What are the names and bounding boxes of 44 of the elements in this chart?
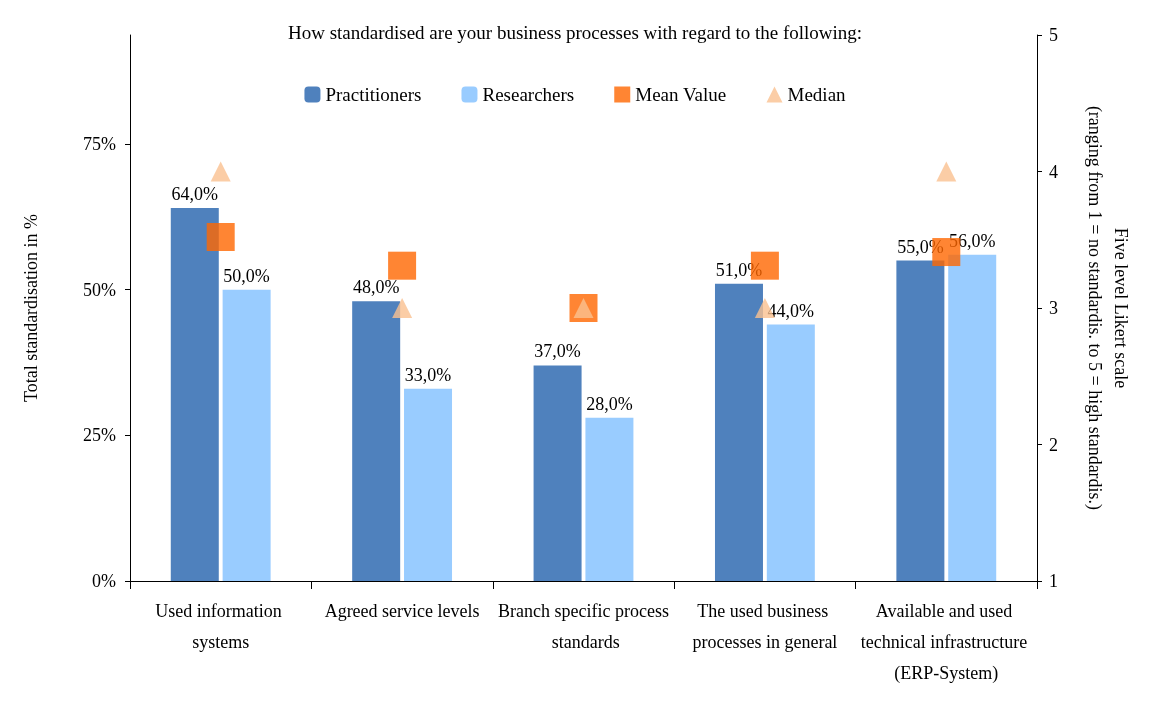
point [206,223,235,252]
legend-label: Researchers [482,84,575,105]
data-label: 33,0% [404,364,452,385]
data-label: 28,0% [586,393,633,414]
x-tick-label: Available and used technical infrastructure (ERP-System) [860,600,1032,684]
y2-tick-label: 3 [1049,298,1058,318]
chart-title: How standardised are your business processes with regard to the following: [287,22,863,43]
y2-tick-label: 5 [1049,25,1058,45]
y-tick-label: 75% [83,133,116,154]
y2-axis-title: Five level Likert scale (ranging from 1 = no standardis. to 5 = high standardis.) [1084,105,1131,511]
bar [170,208,219,581]
x-tick-label: The used business processes in general [692,600,838,652]
bar [896,260,945,581]
x-tick-label: Used information systems [155,600,287,652]
y-tick-label: 50% [83,279,116,300]
point [210,161,231,182]
data-label: 37,0% [534,341,581,362]
bar [766,324,815,581]
bar [352,301,401,581]
data-label: 44,0% [767,300,815,321]
data-label: 50,0% [223,265,270,286]
legend-label: Median [787,84,847,105]
point [936,161,957,182]
y2-tick-label: 2 [1049,434,1058,455]
y-axis-title: Total standardisation in % [21,213,41,403]
y-tick-label: 25% [83,425,116,446]
data-label: 48,0% [352,277,400,298]
y-tick-label: 0% [92,571,116,591]
x-tick-label: Branch specific process standards [498,600,669,652]
legend-label: Mean Value [635,84,727,105]
bar [585,417,634,581]
point [392,298,413,318]
bar [222,289,271,581]
point [388,251,417,280]
bar [404,388,453,581]
bar [714,283,763,581]
legend-label: Practitioners [325,84,422,105]
bar [948,254,997,581]
data-label: 56,0% [948,230,996,251]
y2-tick-label: 1 [1049,571,1058,591]
data-label: 64,0% [171,184,219,205]
bar [533,365,582,581]
x-tick-label: Agreed service levels [324,600,480,621]
y2-tick-label: 4 [1049,161,1058,182]
